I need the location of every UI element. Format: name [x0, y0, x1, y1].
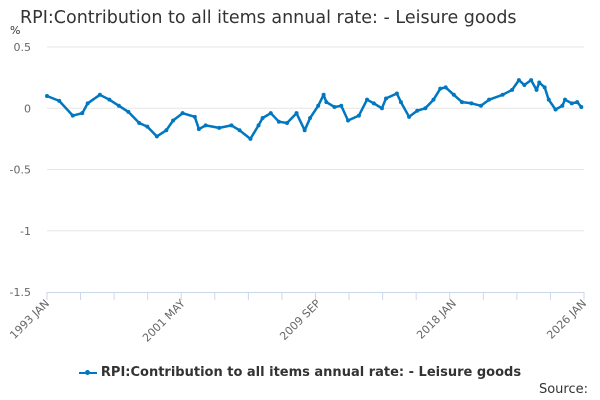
- data-point: [516, 78, 521, 83]
- data-point: [285, 120, 290, 125]
- data-point: [563, 97, 568, 102]
- data-point: [45, 94, 49, 98]
- data-point: [365, 97, 370, 102]
- data-point: [85, 101, 90, 106]
- data-point: [423, 106, 428, 111]
- x-tick-label: 2001 MAY: [140, 297, 188, 345]
- data-point: [294, 111, 299, 116]
- data-point: [478, 103, 483, 108]
- data-point: [137, 120, 142, 125]
- data-point: [70, 113, 75, 118]
- y-tick-label: -1.5: [10, 286, 31, 299]
- data-point: [575, 100, 580, 105]
- data-point: [529, 78, 534, 83]
- data-point: [332, 105, 337, 110]
- data-point: [542, 85, 547, 90]
- data-point: [80, 111, 85, 116]
- data-point: [379, 106, 384, 111]
- legend[interactable]: RPI:Contribution to all items annual rat…: [0, 365, 600, 380]
- data-point: [443, 85, 448, 90]
- data-point: [276, 119, 281, 124]
- data-point: [164, 128, 169, 133]
- data-point: [407, 114, 412, 119]
- data-point: [316, 103, 321, 108]
- data-point: [268, 111, 273, 116]
- x-tick-label: 2018 JAN: [414, 297, 459, 342]
- data-point: [126, 109, 131, 114]
- x-tick-label: 2009 SEP: [277, 297, 323, 343]
- data-point: [237, 128, 242, 133]
- series-line: [46, 78, 583, 141]
- data-point: [469, 101, 474, 106]
- data-point: [384, 96, 389, 101]
- data-point: [302, 128, 307, 133]
- legend-swatch-icon: [78, 369, 97, 375]
- data-point: [560, 103, 565, 108]
- data-point: [321, 92, 326, 97]
- data-point: [260, 116, 265, 121]
- y-tick-label: -0.5: [10, 164, 31, 177]
- y-tick-label: -1: [20, 225, 31, 238]
- data-point: [192, 114, 197, 119]
- data-point: [145, 124, 150, 129]
- data-point: [487, 97, 492, 102]
- source-label: Source:: [538, 382, 588, 397]
- data-point: [579, 105, 584, 110]
- data-point: [107, 97, 112, 102]
- data-point: [371, 101, 376, 106]
- data-point: [569, 101, 574, 106]
- data-point: [394, 91, 399, 96]
- data-point: [154, 134, 159, 139]
- data-point: [57, 98, 62, 103]
- y-axis-unit: %: [10, 24, 21, 37]
- data-point: [346, 118, 351, 123]
- data-point: [537, 80, 542, 85]
- data-point: [431, 97, 436, 102]
- y-tick-label: 0.5: [14, 41, 32, 54]
- data-point: [356, 113, 361, 118]
- data-point: [510, 87, 515, 92]
- data-point: [324, 100, 329, 105]
- legend-label: RPI:Contribution to all items annual rat…: [100, 365, 522, 380]
- data-point: [339, 103, 344, 108]
- chart-title: RPI:Contribution to all items annual rat…: [20, 8, 517, 28]
- data-point: [217, 125, 222, 130]
- data-point: [415, 108, 420, 113]
- data-point: [553, 107, 558, 112]
- y-tick-label: 0: [24, 102, 31, 115]
- data-point: [398, 100, 403, 105]
- data-point: [534, 87, 539, 92]
- data-point: [451, 92, 456, 97]
- data-point: [256, 123, 261, 128]
- x-tick-label: 1993 JAN: [7, 297, 52, 342]
- data-point: [229, 123, 234, 128]
- data-point: [180, 111, 185, 116]
- data-point: [308, 116, 313, 121]
- data-point: [522, 82, 527, 87]
- data-point: [116, 103, 121, 108]
- data-point: [248, 136, 253, 141]
- data-point: [438, 86, 443, 91]
- data-point: [500, 92, 505, 97]
- x-tick-label: 2026 JAN: [544, 297, 589, 342]
- data-point: [459, 100, 464, 105]
- data-point: [546, 97, 551, 102]
- data-point: [171, 118, 176, 123]
- data-point: [203, 123, 208, 128]
- data-point: [196, 127, 201, 132]
- data-point: [97, 92, 102, 97]
